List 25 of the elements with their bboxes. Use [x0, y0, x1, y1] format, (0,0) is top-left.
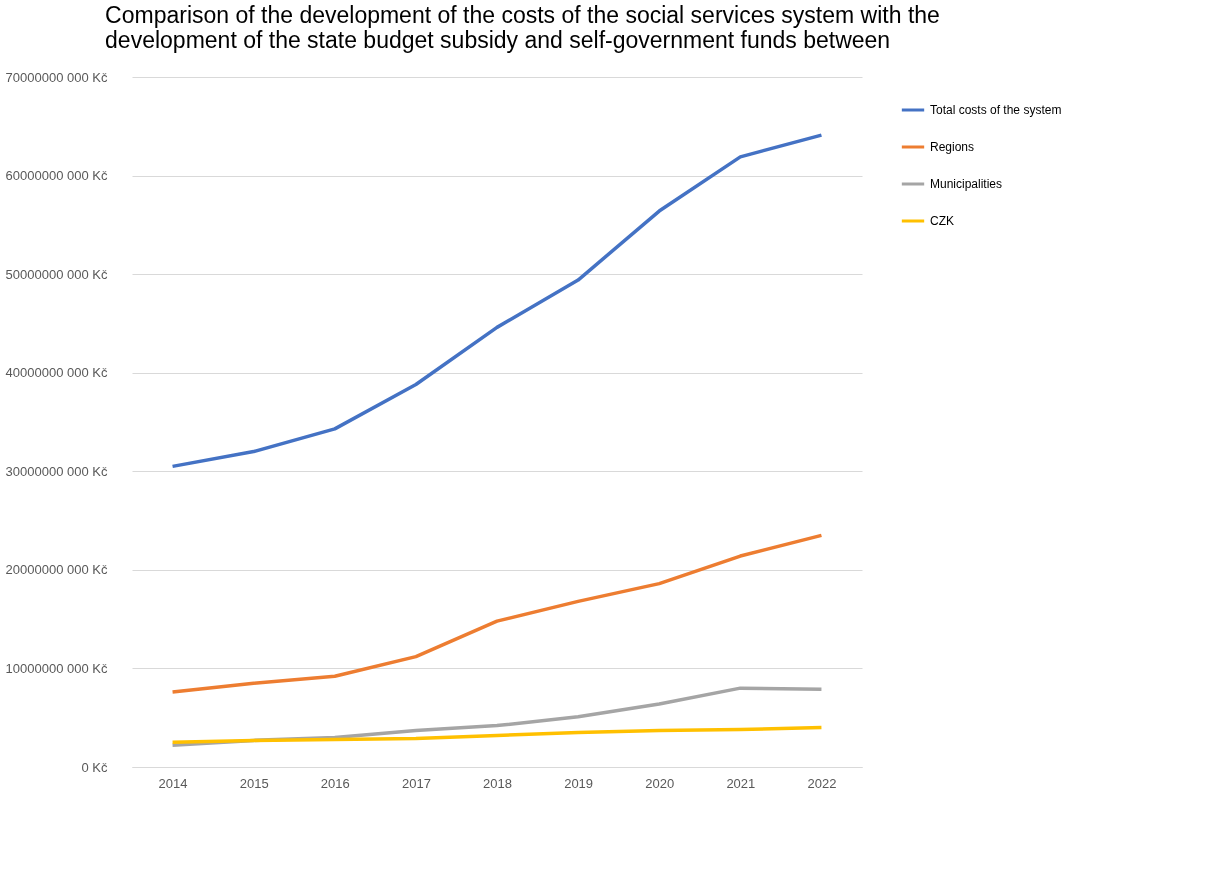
y-tick-label: 30000000 000 Kč — [5, 463, 108, 479]
y-tick-label: 50000000 000 Kč — [5, 266, 108, 282]
legend-label: Municipalities — [930, 177, 1003, 191]
x-tick-label: 2021 — [726, 775, 756, 791]
x-tick-label: 2015 — [239, 775, 269, 791]
legend-label: CZK — [930, 214, 954, 228]
x-tick-label: 2017 — [401, 775, 431, 791]
x-tick-label: 2016 — [320, 775, 350, 791]
y-tick-label: 0 Kč — [81, 759, 108, 775]
x-tick-label: 2022 — [807, 775, 837, 791]
y-tick-label: 70000000 000 Kč — [5, 69, 108, 85]
x-tick-label: 2018 — [483, 775, 512, 791]
chart-title: Comparison of the development of the costs of the social services system with the development of the state budget subsidy and self-government funds between — [105, 2, 940, 53]
legend-label: Total costs of the system — [930, 103, 1062, 117]
line-series — [170, 533, 824, 694]
y-tick-label: 20000000 000 Kč — [5, 562, 108, 578]
y-tick-label: 40000000 000 Kč — [5, 365, 108, 381]
line-series — [170, 725, 824, 745]
x-tick-label: 2014 — [158, 775, 188, 791]
x-tick-label: 2019 — [564, 775, 594, 791]
y-tick-label: 60000000 000 Kč — [5, 168, 108, 184]
y-tick-label: 10000000 000 Kč — [5, 660, 108, 676]
line-series — [170, 133, 824, 469]
legend-label: Regions — [930, 140, 975, 154]
x-tick-label: 2020 — [645, 775, 675, 791]
